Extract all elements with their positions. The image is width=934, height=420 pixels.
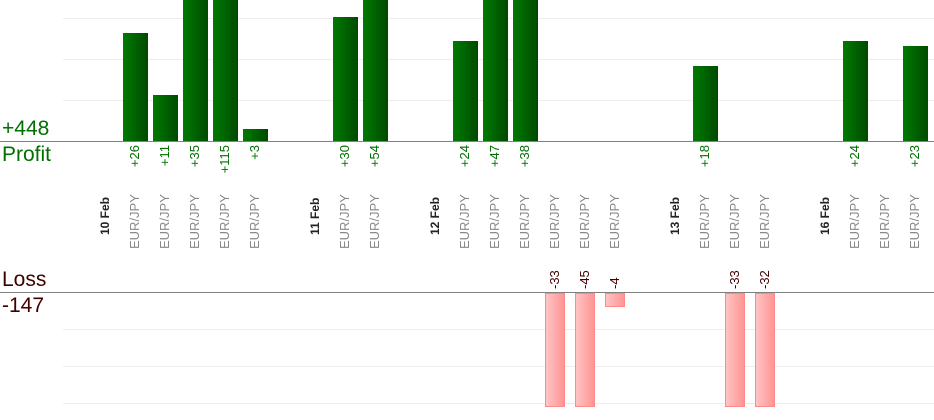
pair-label: EUR/JPY [757, 194, 772, 249]
pair-label: EUR/JPY [877, 194, 892, 249]
profit-value-label: +24 [457, 145, 472, 168]
loss-bar [605, 293, 625, 308]
profit-value-label: +30 [337, 145, 352, 168]
profit-value-label: +24 [847, 145, 862, 168]
profit-bar [213, 0, 238, 141]
profit-value-label: +38 [517, 145, 532, 168]
profit-value-label: +18 [697, 145, 712, 168]
loss-value-label: -45 [577, 270, 592, 289]
loss-value-label: -4 [607, 277, 622, 289]
profit-value-label: +35 [187, 145, 202, 168]
date-label: 11 Feb [308, 197, 322, 235]
pair-label: EUR/JPY [727, 194, 742, 249]
profit-total: +448 [2, 117, 50, 140]
loss-bar [755, 293, 775, 407]
loss-value-label: -32 [757, 270, 772, 289]
date-label: 10 Feb [98, 196, 112, 235]
pair-label: EUR/JPY [607, 194, 622, 249]
profit-bar [123, 33, 148, 141]
pair-label: EUR/JPY [367, 194, 382, 249]
profit-bar [903, 45, 928, 141]
pair-label: EUR/JPY [457, 194, 472, 249]
pair-label: EUR/JPY [487, 194, 502, 249]
loss-label: Loss [2, 268, 47, 291]
profit-value-label: +115 [217, 145, 232, 174]
profit-baseline [0, 141, 934, 142]
pair-label: EUR/JPY [217, 194, 232, 249]
pair-label: EUR/JPY [847, 194, 862, 249]
profit-bar [333, 16, 358, 141]
profit-bar [363, 0, 388, 141]
profit-bar [483, 0, 508, 141]
loss-bar [725, 293, 745, 407]
date-label: 12 Feb [428, 196, 442, 235]
pair-label: EUR/JPY [547, 194, 562, 249]
profit-bar [153, 95, 178, 141]
profit-label: Profit [2, 143, 52, 166]
profit-value-label: +23 [907, 145, 922, 168]
gridline [63, 329, 934, 330]
pair-label: EUR/JPY [157, 194, 172, 249]
loss-value-label: -33 [727, 270, 742, 289]
profit-bar [843, 41, 868, 141]
date-label: 13 Feb [668, 196, 682, 235]
profit-value-label: +3 [247, 145, 262, 160]
loss-value-label: -33 [547, 270, 562, 289]
profit-bar [513, 0, 538, 141]
profit-value-label: +47 [487, 145, 502, 168]
loss-bar [545, 293, 565, 407]
pair-label: EUR/JPY [127, 194, 142, 249]
profit-bar [243, 128, 268, 141]
gridline [63, 403, 934, 404]
date-label: 16 Feb [818, 196, 832, 235]
profit-bar [453, 41, 478, 141]
loss-baseline [0, 292, 934, 293]
profit-value-label: +54 [367, 145, 382, 168]
pair-label: EUR/JPY [247, 194, 262, 249]
profit-value-label: +26 [127, 145, 142, 168]
pair-label: EUR/JPY [577, 194, 592, 249]
pair-label: EUR/JPY [187, 194, 202, 249]
pair-label: EUR/JPY [697, 194, 712, 249]
profit-bar [693, 66, 718, 141]
gridline [63, 366, 934, 367]
pair-label: EUR/JPY [337, 194, 352, 249]
loss-bar [575, 293, 595, 407]
profit-bar [183, 0, 208, 141]
profit-value-label: +11 [157, 145, 172, 167]
pair-label: EUR/JPY [907, 194, 922, 249]
loss-total: -147 [2, 294, 45, 317]
pair-label: EUR/JPY [517, 194, 532, 249]
